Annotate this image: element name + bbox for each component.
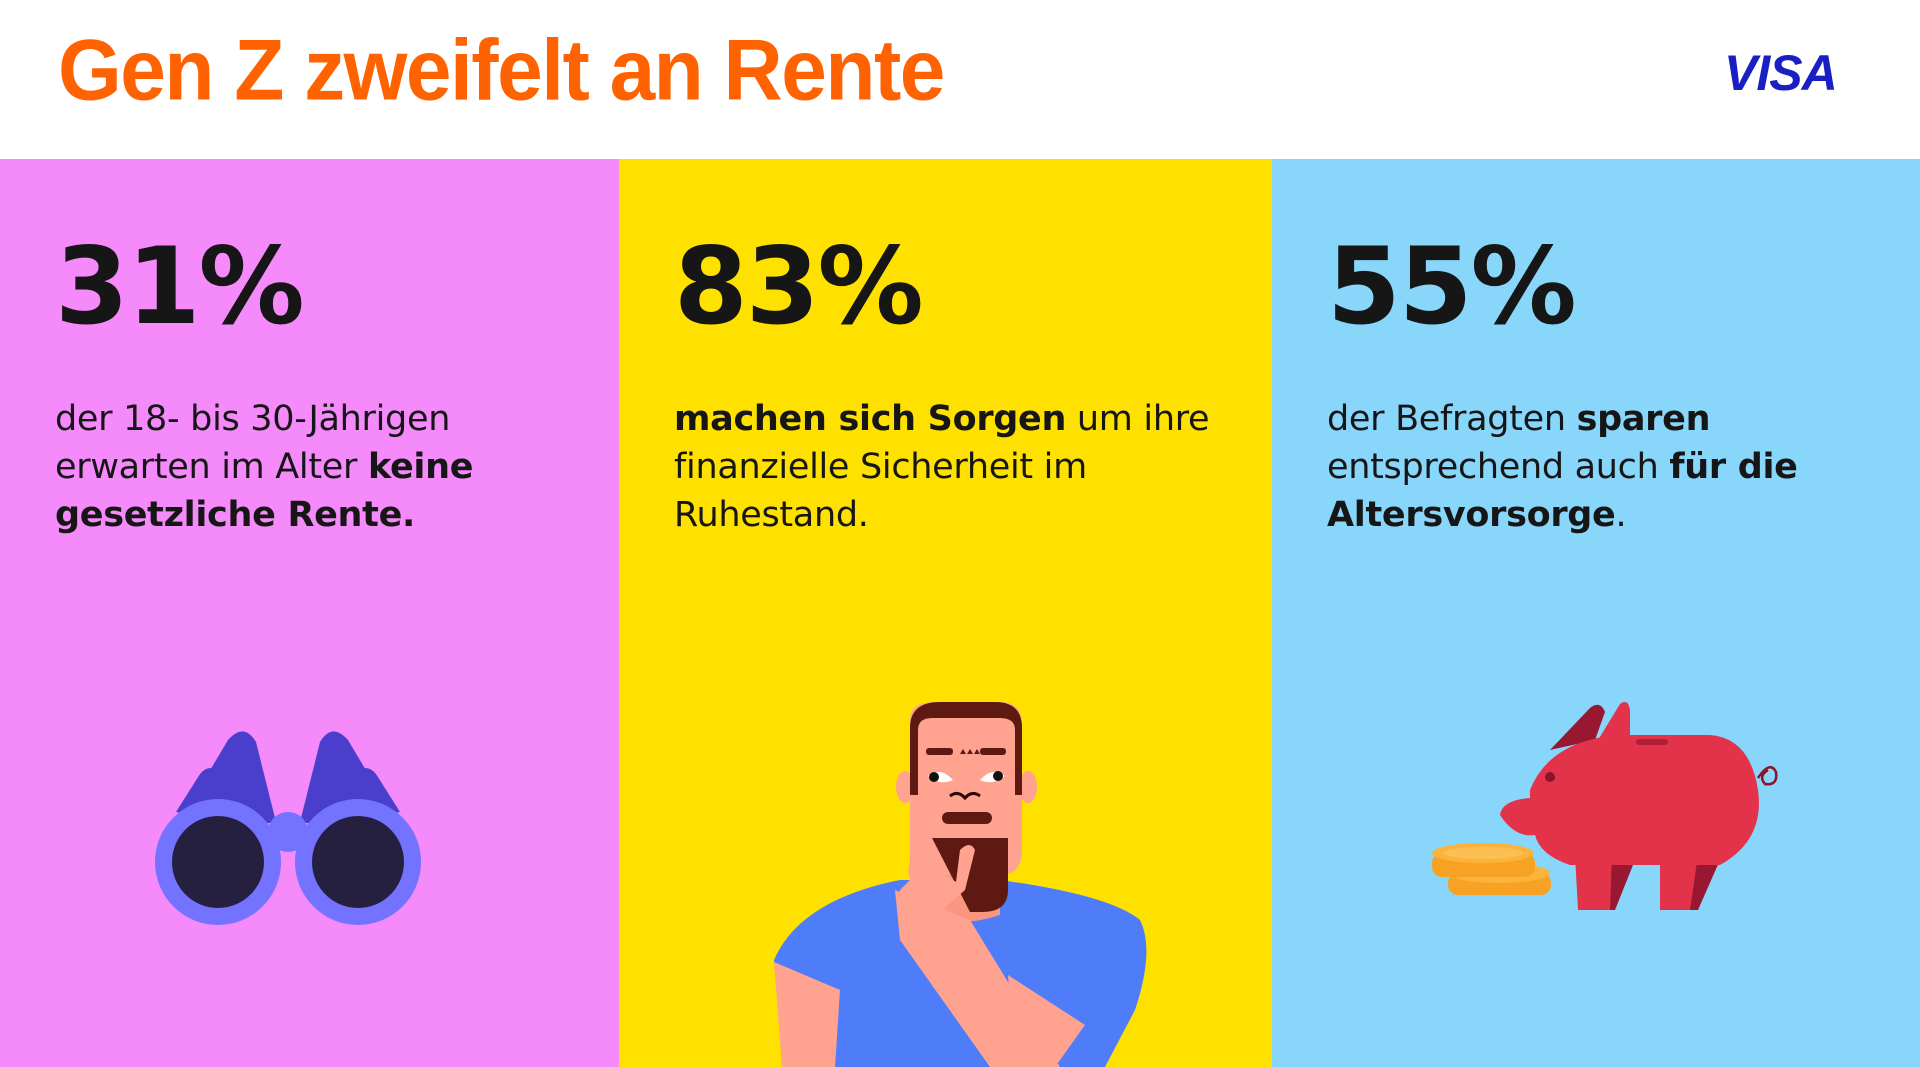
visa-logo: VISA (1724, 45, 1838, 101)
description-text: der 18- bis 30-Jährigen erwarten im Alte… (55, 399, 451, 487)
page-title: Gen Z zweifelt an Rente (58, 23, 945, 119)
description-text: . (1615, 495, 1627, 535)
stat-panel-financial-worries: 83% machen sich Sorgen um ihre finanziel… (619, 159, 1272, 1067)
stat-description: machen sich Sorgen um ihre finanzielle S… (674, 395, 1234, 539)
stat-description: der 18- bis 30-Jährigen erwarten im Alte… (55, 395, 615, 539)
thinking-man-illustration (774, 702, 1147, 1067)
description-text: entsprechend auch (1327, 447, 1670, 487)
binoculars-icon (155, 731, 421, 925)
description-text: der Befragten (1327, 399, 1577, 439)
stat-description: der Befragten sparen entsprechend auch f… (1327, 395, 1887, 539)
piggy-bank-icon (1432, 702, 1778, 910)
description-emphasis: machen sich Sorgen (674, 399, 1067, 439)
stat-value: 31% (55, 225, 305, 348)
description-emphasis: für die Altersvorsorge (1327, 447, 1798, 535)
description-emphasis: keine gesetzliche Rente. (55, 447, 474, 535)
description-emphasis: sparen (1576, 399, 1711, 439)
header: Gen Z zweifelt an Rente VISA (0, 0, 1920, 159)
stat-value: 55% (1327, 225, 1577, 348)
stat-value: 83% (674, 225, 924, 348)
stat-panel-retirement-savings: 55% der Befragten sparen entsprechend au… (1272, 159, 1920, 1067)
stat-panel-pension-expectation: 31% der 18- bis 30-Jährigen erwarten im … (0, 159, 619, 1067)
description-text: um ihre finanzielle Sicherheit im Ruhest… (674, 399, 1210, 535)
